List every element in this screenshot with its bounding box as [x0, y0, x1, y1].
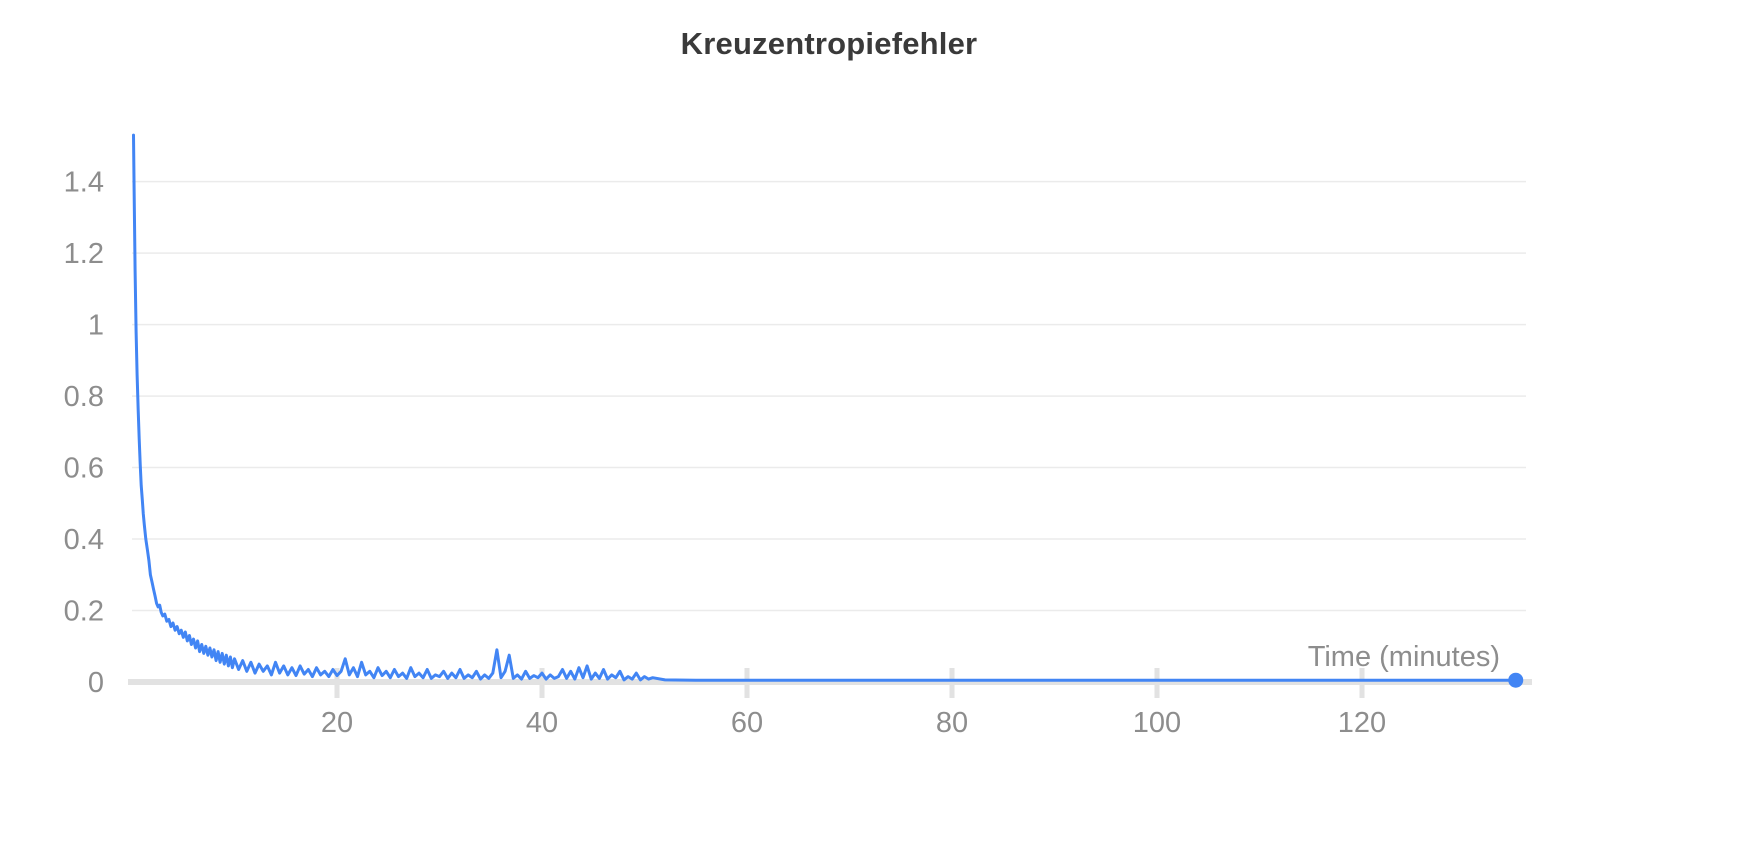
- x-tick-label: 20: [321, 707, 353, 739]
- y-tick-label: 1.2: [64, 238, 104, 270]
- x-tick-label: 80: [936, 707, 968, 739]
- x-axis-title: Time (minutes): [1308, 641, 1500, 673]
- series-end-marker: [1508, 672, 1524, 688]
- x-tick-label: 120: [1338, 707, 1386, 739]
- y-tick-label: 0.4: [64, 524, 104, 556]
- y-tick-label: 1: [88, 310, 104, 342]
- y-tick-label: 0.8: [64, 381, 104, 413]
- loss-curve: [132, 133, 1518, 682]
- x-tick-label: 60: [731, 707, 763, 739]
- y-tick-label: 1.4: [64, 167, 104, 199]
- x-tick-label: 40: [526, 707, 558, 739]
- x-tick-label: 100: [1133, 707, 1181, 739]
- y-tick-label: 0: [88, 667, 104, 699]
- y-tick-label: 0.2: [64, 596, 104, 628]
- y-tick-label: 0.6: [64, 453, 104, 485]
- chart-title: Kreuzentropiefehler: [680, 26, 978, 61]
- x-axis-baseline: [128, 679, 1532, 685]
